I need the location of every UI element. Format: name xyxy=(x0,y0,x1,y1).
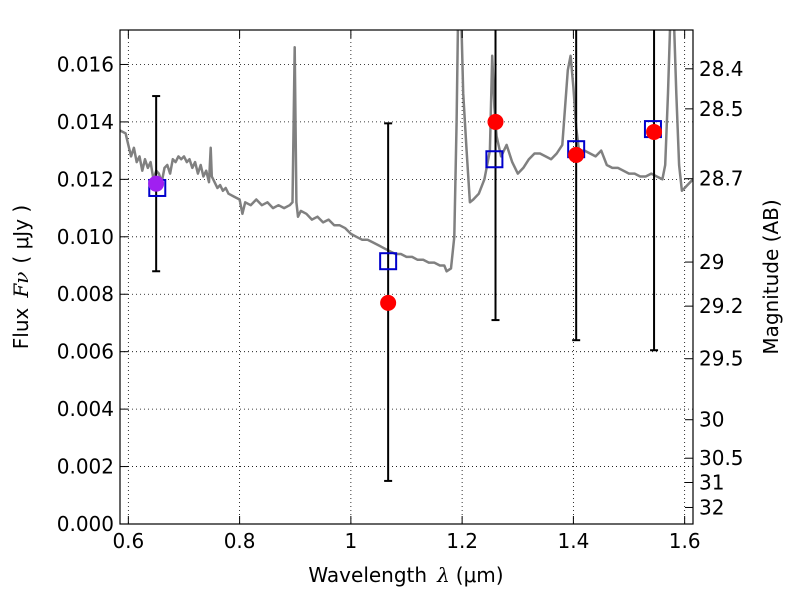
observed-layer xyxy=(148,113,663,311)
y-axis-label: FluxFν( μJy ) xyxy=(9,205,33,349)
x-tick-label: 1 xyxy=(345,529,358,553)
observed-point xyxy=(646,123,663,140)
y-tick-label: 0.006 xyxy=(57,340,114,364)
observed-point xyxy=(487,113,504,130)
x-tick-label: 0.8 xyxy=(224,529,256,553)
spectrum-line xyxy=(120,30,693,273)
mag-tick-label: 30.5 xyxy=(699,446,744,470)
mag-tick-label: 28.5 xyxy=(699,97,744,121)
observed-point xyxy=(148,175,165,192)
spectrum-layer xyxy=(120,30,693,273)
y-tick-label: 0.008 xyxy=(57,282,114,306)
mag-tick-label: 29 xyxy=(699,250,724,274)
y-tick-label: 0.002 xyxy=(57,455,114,479)
grid-lines xyxy=(120,30,693,525)
model-point xyxy=(379,252,398,271)
y-tick-label: 0.014 xyxy=(57,110,114,134)
y-tick-label: 0.010 xyxy=(57,225,114,249)
y-tick-label: 0.004 xyxy=(57,397,114,421)
observed-point xyxy=(568,146,585,163)
x-tick-label: 1.2 xyxy=(446,529,478,553)
tick-layer: 0.6 0.8 1 1.2 1.4 1.6 0.000 0.002 0.004 0.006 0.00… xyxy=(57,30,744,553)
x-axis-label: Wavelength λ (μm) xyxy=(308,563,503,587)
model-layer xyxy=(148,120,662,271)
model-point xyxy=(485,150,504,169)
mag-tick-label: 32 xyxy=(699,495,724,519)
right-y-axis-label: Magnitude (AB) xyxy=(759,199,783,354)
y-tick-label: 0.012 xyxy=(57,167,114,191)
x-tick-label: 1.6 xyxy=(669,529,701,553)
observed-point xyxy=(380,294,397,311)
y-tick-label: 0.016 xyxy=(57,52,114,76)
mag-tick-label: 28.4 xyxy=(699,57,744,81)
mag-tick-label: 31 xyxy=(699,470,724,494)
y-tick-label: 0.000 xyxy=(57,512,114,536)
mag-tick-label: 29.5 xyxy=(699,347,744,371)
x-tick-label: 1.4 xyxy=(557,529,589,553)
mag-tick-label: 30 xyxy=(699,408,724,432)
mag-tick-label: 29.2 xyxy=(699,294,744,318)
plot-frame xyxy=(119,29,694,525)
mag-tick-label: 28.7 xyxy=(699,167,744,191)
x-tick-label: 0.6 xyxy=(112,529,144,553)
